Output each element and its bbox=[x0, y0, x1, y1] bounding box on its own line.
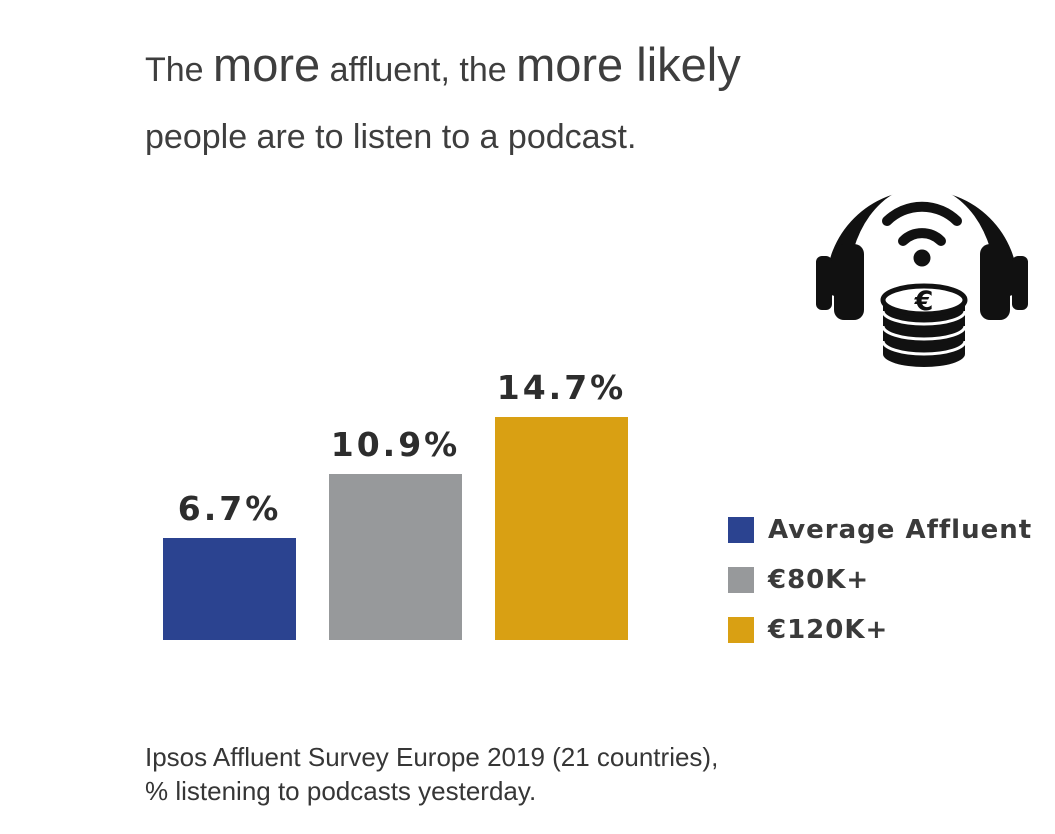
source-note: Ipsos Affluent Survey Europe 2019 (21 co… bbox=[145, 740, 718, 808]
right-ear-cup bbox=[980, 244, 1010, 320]
legend-item-80k: €80K+ bbox=[728, 564, 1032, 595]
legend-item-120k: €120K+ bbox=[728, 614, 1032, 645]
source-line-1: Ipsos Affluent Survey Europe 2019 (21 co… bbox=[145, 742, 719, 772]
title-text: affluent, the bbox=[320, 51, 517, 89]
bar-value-label: 14.7% bbox=[490, 360, 633, 417]
wifi-arc-large bbox=[882, 201, 962, 226]
legend-label: €120K+ bbox=[768, 614, 889, 645]
bar-chart: 6.7% 10.9% 14.7% bbox=[163, 300, 633, 640]
source-line-2: % listening to podcasts yesterday. bbox=[145, 776, 537, 806]
legend-swatch bbox=[728, 616, 754, 643]
bar-group-120k: 14.7% bbox=[490, 360, 633, 640]
chart-title: The more affluent, the more likely peopl… bbox=[145, 34, 741, 160]
coin-stack: € bbox=[880, 283, 968, 367]
title-emphasis-more: more bbox=[213, 38, 321, 91]
legend-label: €80K+ bbox=[768, 564, 870, 595]
legend-swatch bbox=[728, 566, 754, 593]
bar bbox=[163, 538, 296, 640]
title-line-1: The more affluent, the more likely bbox=[145, 34, 741, 108]
left-ear-cup bbox=[834, 244, 864, 320]
bar-group-average-affluent: 6.7% bbox=[163, 481, 296, 640]
title-text: The bbox=[145, 51, 214, 89]
legend-swatch bbox=[728, 516, 754, 543]
legend-item-average-affluent: Average Affluent bbox=[728, 514, 1033, 545]
wifi-arc-small bbox=[898, 228, 946, 246]
chart-legend: Average Affluent €80K+ €120K+ bbox=[728, 514, 1033, 666]
headphones-podcast-money-icon: € bbox=[812, 148, 1032, 393]
left-ear-pad bbox=[816, 256, 832, 310]
wifi-dot bbox=[913, 249, 931, 267]
headphones-icon-svg: € bbox=[816, 186, 1028, 390]
bar-value-label: 6.7% bbox=[171, 481, 288, 538]
title-line-2: people are to listen to a podcast. bbox=[145, 118, 637, 156]
legend-label: Average Affluent bbox=[768, 514, 1033, 545]
svg-text:€: € bbox=[914, 286, 934, 317]
bar-group-80k: 10.9% bbox=[324, 417, 467, 640]
bar-value-label: 10.9% bbox=[324, 417, 467, 474]
right-ear-pad bbox=[1012, 256, 1028, 310]
bar bbox=[495, 417, 628, 640]
bar bbox=[329, 474, 462, 640]
title-emphasis-more-likely: more likely bbox=[516, 38, 741, 91]
